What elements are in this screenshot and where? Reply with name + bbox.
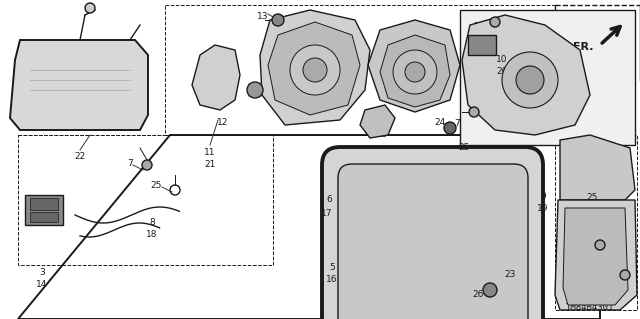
Text: 5: 5	[329, 263, 335, 272]
Text: 21: 21	[204, 160, 216, 169]
Text: 15: 15	[377, 130, 388, 139]
Text: 9: 9	[540, 192, 546, 201]
Circle shape	[490, 17, 500, 27]
Bar	[468, 35, 496, 55]
Bar	[165, 5, 555, 135]
Text: 23: 23	[504, 270, 516, 279]
Circle shape	[483, 283, 497, 297]
Polygon shape	[560, 135, 635, 200]
Circle shape	[405, 62, 425, 82]
Circle shape	[516, 66, 544, 94]
Polygon shape	[368, 20, 460, 112]
Bar	[30, 212, 58, 222]
Text: 19: 19	[537, 204, 548, 213]
Text: 24: 24	[435, 118, 445, 127]
Text: 16: 16	[326, 275, 338, 284]
Polygon shape	[563, 208, 628, 305]
Circle shape	[272, 14, 284, 26]
Circle shape	[247, 82, 263, 98]
Circle shape	[444, 122, 456, 134]
Text: 26: 26	[472, 290, 484, 299]
Text: 12: 12	[218, 118, 228, 127]
Circle shape	[469, 107, 479, 117]
Text: 10: 10	[496, 55, 508, 64]
Text: FR.: FR.	[573, 42, 593, 52]
Circle shape	[142, 160, 152, 170]
Polygon shape	[268, 22, 360, 115]
Polygon shape	[360, 105, 395, 138]
Circle shape	[303, 58, 327, 82]
Text: 27: 27	[294, 83, 306, 92]
Text: 13: 13	[257, 12, 268, 21]
Text: 17: 17	[321, 209, 332, 218]
Polygon shape	[380, 35, 450, 107]
FancyBboxPatch shape	[322, 147, 543, 319]
Text: 3: 3	[39, 268, 45, 277]
Text: 25: 25	[587, 194, 598, 203]
Text: 14: 14	[36, 280, 48, 289]
Text: 25: 25	[150, 181, 162, 189]
Circle shape	[595, 240, 605, 250]
Text: 18: 18	[147, 230, 157, 239]
Bar	[555, 135, 637, 310]
Text: 25: 25	[459, 144, 470, 152]
Text: 8: 8	[149, 218, 155, 227]
Polygon shape	[192, 45, 240, 110]
Text: 7: 7	[454, 118, 460, 128]
Circle shape	[393, 50, 437, 94]
Text: 22: 22	[74, 152, 86, 161]
Circle shape	[502, 52, 558, 108]
Bar	[30, 198, 58, 210]
Text: 20: 20	[496, 67, 508, 76]
Text: TM84B4301: TM84B4301	[566, 303, 614, 313]
Polygon shape	[10, 40, 148, 130]
Text: 6: 6	[326, 196, 332, 204]
Text: 7: 7	[613, 213, 619, 222]
Circle shape	[620, 270, 630, 280]
Polygon shape	[462, 15, 590, 135]
Bar	[460, 10, 635, 145]
Circle shape	[85, 3, 95, 13]
Polygon shape	[260, 10, 370, 125]
Text: 11: 11	[204, 148, 216, 157]
Text: 7: 7	[127, 159, 133, 167]
FancyBboxPatch shape	[338, 164, 528, 319]
Text: 4: 4	[380, 118, 386, 127]
Polygon shape	[555, 200, 637, 310]
Bar	[25, 195, 63, 225]
Bar	[18, 135, 273, 265]
Circle shape	[290, 45, 340, 95]
